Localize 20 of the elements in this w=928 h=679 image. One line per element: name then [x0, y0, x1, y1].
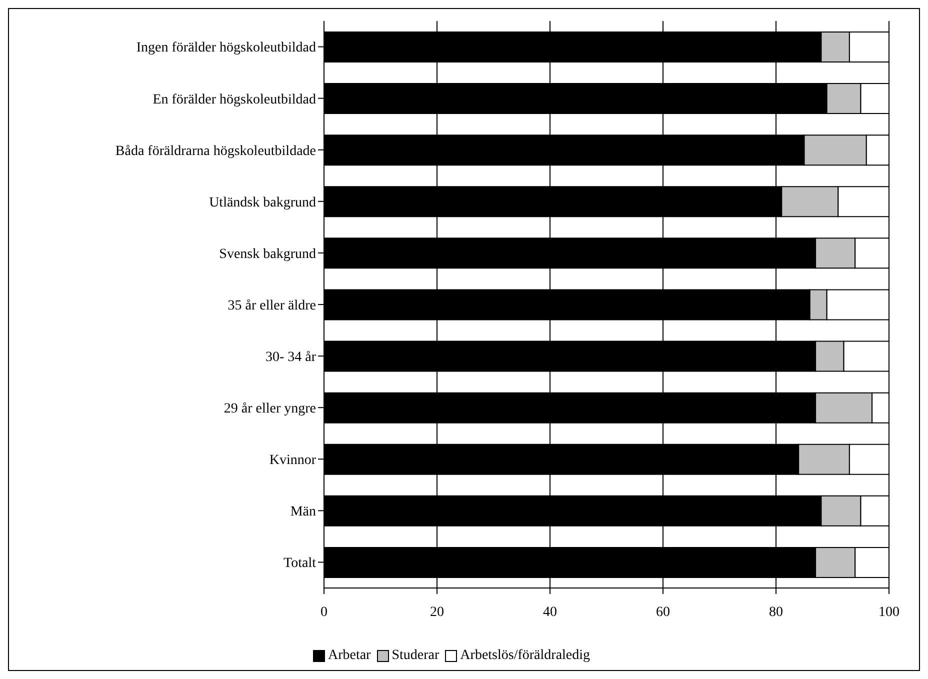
y-tick-label: Kvinnor: [269, 453, 316, 468]
legend-label: Arbetslös/föräldraledig: [460, 648, 590, 664]
y-tick-label: 35 år eller äldre: [228, 298, 316, 314]
x-tick-label: 20: [430, 604, 444, 620]
y-tick-label: Utländsk bakgrund: [209, 195, 316, 210]
y-tick-label: 29 år eller yngre: [224, 402, 316, 417]
y-tick-label: Män: [290, 504, 316, 520]
y-tick-label: Ingen förälder högskoleutbildad: [136, 40, 316, 56]
x-tick-label: 80: [769, 604, 783, 620]
legend-label: Arbetar: [328, 648, 371, 664]
y-tick-label: En förälder högskoleutbildad: [152, 92, 316, 108]
y-tick-label: Svensk bakgrund: [219, 246, 316, 262]
x-tick-label: 100: [878, 604, 900, 620]
y-tick-label: 30- 34 år: [265, 350, 316, 366]
legend-label: Studerar: [392, 648, 440, 664]
x-tick-label: 60: [656, 604, 670, 620]
x-tick-label: 0: [320, 604, 328, 620]
y-tick-label: Totalt: [284, 556, 316, 572]
y-tick-label: Båda föräldrarna högskoleutbildade: [115, 144, 316, 159]
x-tick-label: 40: [543, 604, 557, 620]
